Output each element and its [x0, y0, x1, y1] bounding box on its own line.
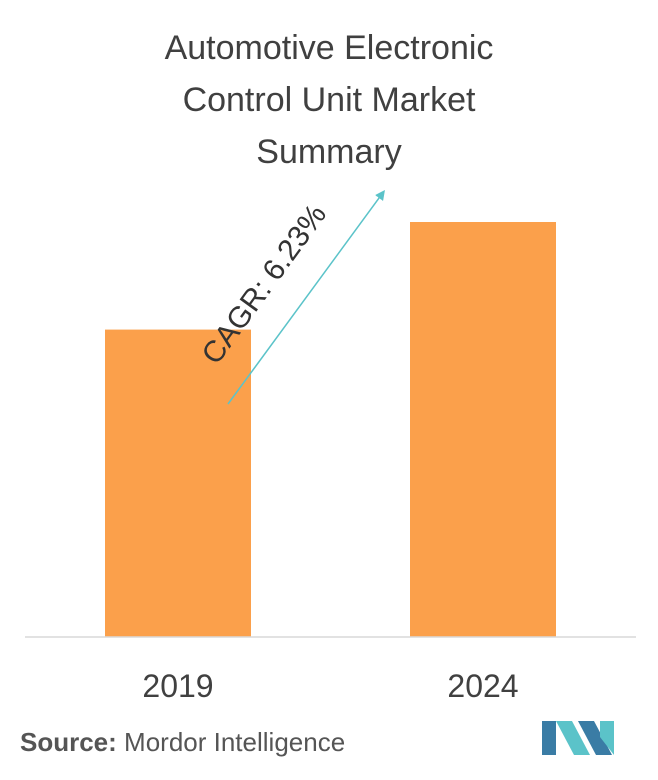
bar-chart: 2019 2024 CAGR: 6.23% [25, 189, 636, 704]
bar-2024 [410, 222, 556, 637]
source-note: Source: Mordor Intelligence [20, 727, 345, 758]
cagr-label: CAGR: 6.23% [196, 198, 333, 370]
x-tick-label-2019: 2019 [142, 668, 213, 704]
chart-title-line-2: Control Unit Market [182, 81, 476, 119]
source-label: Source: [20, 727, 117, 757]
source-value: Mordor Intelligence [124, 727, 346, 757]
bar-2019 [105, 329, 251, 637]
chart-title-line-1: Automotive Electronic [164, 29, 494, 67]
cagr-arrow [227, 189, 385, 405]
mordor-intelligence-logo-icon [542, 721, 614, 755]
x-tick-label-2024: 2024 [447, 668, 518, 704]
chart-title: Automotive Electronic Control Unit Marke… [0, 22, 658, 178]
chart-title-line-3: Summary [256, 133, 402, 171]
